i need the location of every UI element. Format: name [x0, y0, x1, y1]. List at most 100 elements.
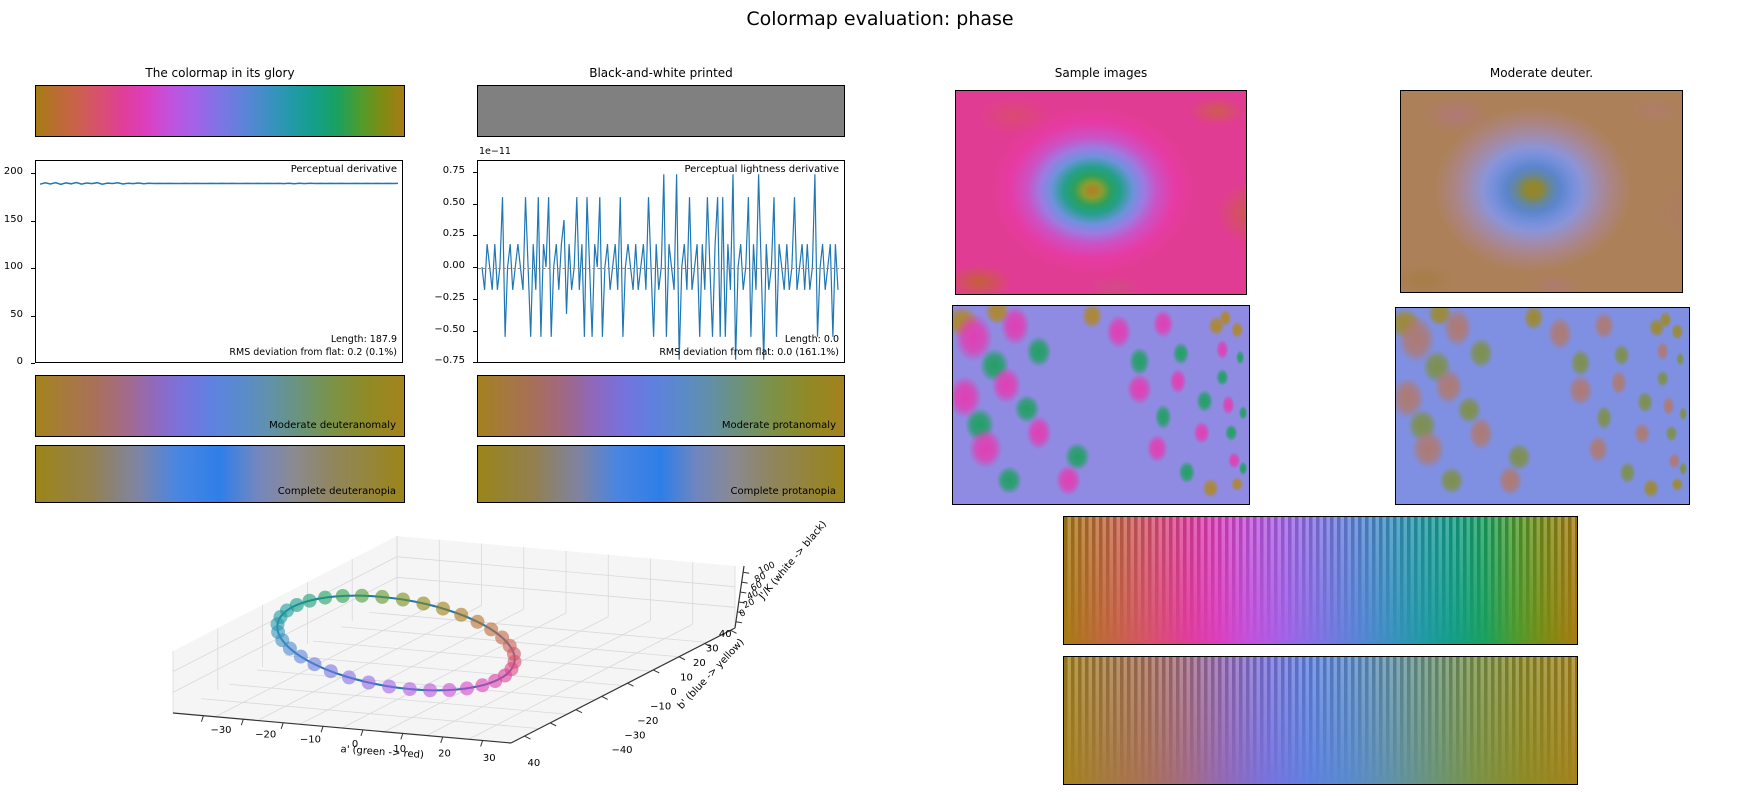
tick-label-3d: 80 — [753, 571, 768, 585]
colormap-path-marker — [484, 622, 499, 637]
annotation-derivative: Length: 187.9 RMS deviation from flat: 0… — [229, 333, 397, 359]
tick-label-3d: 40 — [719, 629, 732, 640]
sample-image-waves — [952, 305, 1250, 505]
colormap-path-marker — [506, 646, 521, 661]
y-axis-tick-label: 150 — [3, 213, 23, 225]
colormap-bar-protanopia: Complete protanopia — [477, 445, 845, 503]
y-axis-tick-mark — [473, 298, 477, 300]
y-axis-tick-label: 0.75 — [442, 164, 465, 176]
y-axis-tick-mark — [31, 268, 35, 269]
colormap-path-marker — [423, 683, 438, 698]
tick-label-3d: 0 — [738, 608, 748, 620]
annotation-length: Length: 187.9 — [330, 334, 397, 345]
y-axis-tick-label: 0.00 — [442, 260, 465, 272]
tick-label-3d: −20 — [255, 730, 276, 741]
sample-image-waves-deuter — [1395, 307, 1690, 505]
colormap-path-marker — [416, 596, 431, 611]
sample-image-starburst — [955, 90, 1247, 295]
colormap-path-marker — [335, 589, 350, 603]
tick-label-3d: −30 — [624, 731, 645, 742]
lightness-derivative-line — [481, 174, 839, 360]
tick-label-3d: 20 — [438, 749, 451, 760]
colormap-path-marker — [488, 674, 503, 688]
tick-label-3d: 0 — [352, 739, 358, 750]
colormap-bar-glory — [35, 85, 405, 137]
y-axis-tick-label: 100 — [3, 261, 23, 272]
y-axis-tick-label: 200 — [3, 166, 23, 177]
y-axis-tick-mark — [31, 315, 35, 317]
annotation-rms: RMS deviation from flat: 0.2 (0.1%) — [229, 347, 397, 358]
y-axis-tick-mark — [473, 171, 477, 173]
colormap-path-marker — [475, 678, 490, 693]
sine-test-bar-normal — [1063, 516, 1578, 645]
annotation-rms: RMS deviation from flat: 0.0 (161.1%) — [659, 347, 839, 358]
tick-label-3d: 20 — [742, 597, 757, 611]
y-axis-tick-label: −0.25 — [434, 291, 465, 303]
colormap-path-marker — [302, 593, 317, 608]
y-axis-tick-mark — [473, 267, 477, 269]
panel-title-samples: Sample images — [1054, 66, 1148, 80]
colormap-path-marker — [307, 657, 322, 672]
colormap-path-marker — [354, 588, 369, 603]
y-axis-tick-mark — [473, 203, 477, 205]
colormap-path-marker — [289, 598, 304, 612]
colormap-path-marker — [323, 664, 338, 679]
panel-title-bw: Black-and-white printed — [589, 66, 733, 80]
colormap-path-marker — [361, 675, 376, 690]
figure-title: Colormap evaluation: phase — [746, 8, 1014, 30]
legend-perceptual-derivative: Perceptual derivative — [290, 164, 397, 175]
colormap-path-marker — [382, 679, 397, 694]
colormap-bar-deuteranopia: Complete deuteranopia — [35, 445, 405, 503]
tick-label-3d: 20 — [693, 658, 706, 669]
colormap-path-marker — [436, 601, 450, 616]
y-axis-tick-label: 0.50 — [442, 196, 465, 208]
tick-label-3d: 10 — [393, 744, 406, 755]
tick-label-3d: −30 — [210, 725, 231, 736]
axis-offset-label: 1e−11 — [479, 146, 511, 157]
panel-title-deuter: Moderate deuter. — [1489, 66, 1594, 80]
colormap-path-marker — [454, 607, 469, 622]
bar-label-protanopia: Complete protanopia — [730, 486, 837, 497]
colormap-bar-bw — [477, 85, 845, 137]
tick-label-3d: 30 — [706, 644, 719, 655]
y-axis-tick-label: 0 — [16, 356, 23, 367]
colormap-path-marker — [459, 681, 474, 696]
colormap-path-marker — [293, 649, 308, 664]
bar-label-protanomaly: Moderate protanomaly — [721, 420, 836, 431]
y-axis-tick-mark — [31, 220, 35, 222]
colormap-path-marker — [375, 589, 390, 604]
colormap-path-marker — [318, 590, 333, 605]
x-axis-label-3d: a' (green -> red) — [340, 744, 424, 761]
colormap-path-marker — [402, 682, 417, 697]
colormap-bar-protanomaly: Moderate protanomaly — [477, 375, 845, 437]
y-axis-tick-label: −0.75 — [434, 355, 465, 367]
sine-stripes-overlay — [1064, 657, 1577, 784]
y-axis-tick-mark — [473, 330, 477, 332]
tick-label-3d: −40 — [611, 745, 632, 756]
y-axis-tick-label: 50 — [10, 308, 23, 320]
panel-title-glory: The colormap in its glory — [145, 66, 295, 80]
axes-perceptual-derivative: Perceptual derivative Length: 187.9 RMS … — [35, 160, 403, 363]
pane-3d — [173, 536, 397, 713]
y-axis-tick-label: −0.50 — [434, 323, 465, 335]
y-axis-tick-mark — [31, 363, 35, 364]
zero-dashed-line — [478, 268, 844, 269]
y-axis-tick-mark — [473, 235, 477, 237]
tick-label-3d: −20 — [637, 716, 658, 727]
annotation-lightness: Length: 0.0 RMS deviation from flat: 0.0… — [659, 333, 839, 359]
y-axis-tick-mark — [31, 173, 35, 174]
colormap-bar-deuteranomaly: Moderate deuteranomaly — [35, 375, 405, 437]
legend-lightness-derivative: Perceptual lightness derivative — [684, 164, 839, 175]
tick-label-3d: −10 — [300, 734, 321, 745]
perceptual-derivative-line — [39, 181, 399, 186]
colormap-path-marker — [470, 614, 485, 629]
bar-label-deuteranopia: Complete deuteranopia — [277, 486, 396, 497]
z-axis-label-3d: J'/K (white -> black) — [756, 519, 829, 603]
axes-lightness-derivative: Perceptual lightness derivative Length: … — [477, 160, 845, 363]
colormap-path-marker — [342, 670, 356, 685]
tick-label-3d: 30 — [483, 753, 496, 764]
tick-label-3d: 10 — [680, 673, 693, 684]
bar-label-deuteranomaly: Moderate deuteranomaly — [269, 420, 396, 431]
tick-label-3d: 40 — [746, 589, 761, 603]
